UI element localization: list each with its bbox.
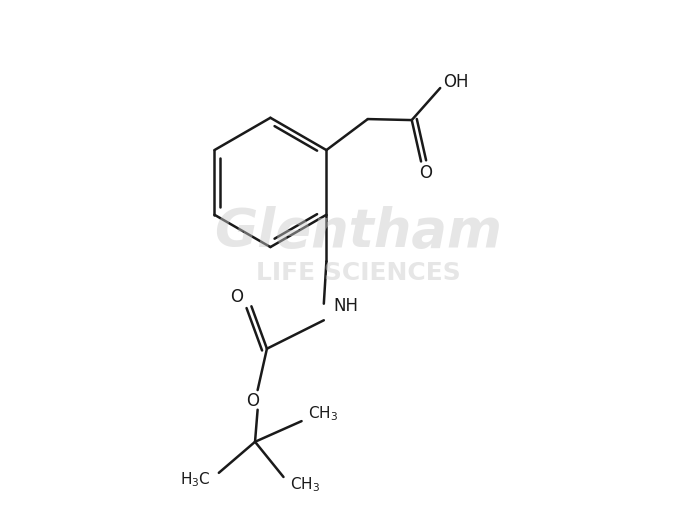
Text: NH: NH: [333, 297, 358, 315]
Text: CH$_3$: CH$_3$: [290, 475, 320, 493]
Text: O: O: [246, 393, 259, 410]
Text: CH$_3$: CH$_3$: [308, 405, 338, 423]
Text: H$_3$C: H$_3$C: [180, 471, 211, 489]
Text: LIFE SCIENCES: LIFE SCIENCES: [256, 261, 461, 285]
Text: OH: OH: [443, 73, 468, 91]
Text: Glentham: Glentham: [214, 205, 503, 257]
Text: O: O: [230, 288, 244, 306]
Text: O: O: [419, 164, 432, 182]
